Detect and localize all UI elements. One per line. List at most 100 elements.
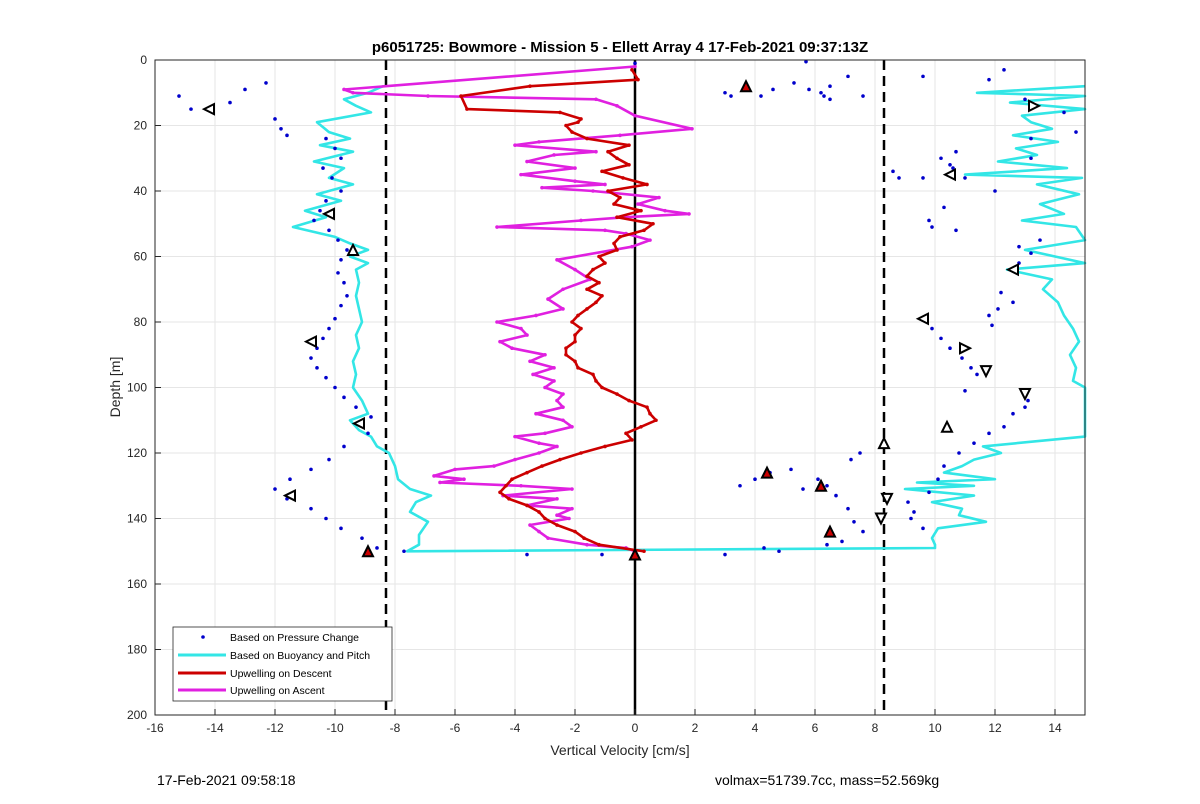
data-point-descent: [606, 189, 610, 193]
data-point-pressure: [723, 90, 727, 95]
data-point-ascent: [663, 208, 667, 213]
data-point-pressure: [315, 366, 319, 370]
data-point-pressure: [327, 326, 331, 331]
reference-lines: [384, 60, 886, 715]
data-point-descent: [507, 497, 511, 501]
data-point-pressure: [789, 467, 793, 472]
triangle-up-filled-marker: [814, 478, 828, 492]
axis-ticks: -16 -14 -12 -10 -8 -6 -4 -2 0 2 4 6 8 10 12 14020406080…: [127, 53, 1062, 735]
y-tick-label: 20: [134, 119, 148, 133]
x-axis-label: Vertical Velocity [cm/s]: [550, 742, 689, 758]
series-line-descent: [459, 69, 658, 553]
data-point-ascent: [537, 529, 541, 534]
data-point-pressure: [354, 405, 358, 409]
data-point-ascent: [690, 126, 694, 131]
y-tick-label: 120: [127, 446, 147, 460]
data-point-pressure: [849, 457, 853, 462]
data-point-ascent: [534, 411, 538, 416]
data-point-pressure: [633, 61, 637, 66]
data-point-descent: [618, 195, 622, 200]
data-point-ascent: [537, 441, 541, 445]
data-point-pressure: [228, 100, 232, 105]
data-point-pressure: [891, 169, 895, 174]
y-tick-label: 180: [127, 643, 147, 657]
data-point-pressure: [828, 97, 832, 102]
data-point-ascent: [519, 326, 523, 331]
data-point-ascent: [594, 149, 598, 154]
data-point-pressure: [330, 176, 334, 180]
data-point-pressure: [912, 510, 916, 514]
data-point-ascent: [537, 451, 541, 455]
data-point-descent: [573, 359, 577, 364]
data-point-pressure: [840, 539, 844, 544]
data-point-pressure: [987, 431, 991, 436]
triangle-left-marker: [942, 168, 956, 182]
data-point-ascent: [543, 385, 547, 390]
y-tick-label: 100: [127, 381, 147, 395]
data-point-pressure: [1023, 97, 1027, 102]
data-point-descent: [603, 261, 607, 265]
data-point-pressure: [963, 388, 967, 393]
x-tick-label: 4: [752, 721, 759, 735]
data-point-descent: [606, 149, 610, 154]
x-tick-label: 2: [692, 721, 699, 735]
data-point-ascent: [570, 506, 574, 511]
legend: Based on Pressure Change Based on Buoyan…: [172, 626, 393, 702]
data-point-pressure: [942, 464, 946, 468]
data-point-pressure: [972, 441, 976, 445]
data-point-pressure: [909, 516, 913, 521]
data-point-pressure: [312, 218, 316, 223]
data-point-pressure: [828, 84, 832, 88]
data-point-descent: [585, 136, 589, 141]
series-layer: [177, 59, 1087, 557]
marker-layer: [201, 78, 1042, 561]
data-point-pressure: [324, 136, 328, 141]
data-point-ascent: [543, 352, 547, 357]
x-tick-label: -10: [326, 721, 344, 735]
legend-swatch-pressure: [201, 635, 205, 639]
data-point-pressure: [807, 87, 811, 92]
data-point-pressure: [333, 146, 337, 151]
data-point-pressure: [342, 444, 346, 449]
data-point-descent: [591, 267, 595, 272]
data-point-pressure: [930, 225, 934, 229]
triangle-up-filled-marker: [760, 465, 774, 479]
data-point-descent: [600, 294, 604, 298]
data-point-descent: [642, 549, 646, 554]
data-point-descent: [558, 457, 562, 462]
data-point-pressure: [600, 552, 604, 557]
data-point-ascent: [561, 287, 565, 292]
data-point-ascent: [630, 244, 634, 249]
data-point-pressure: [822, 94, 826, 98]
data-point-ascent: [555, 444, 559, 449]
triangle-right-marker: [959, 341, 973, 355]
data-point-ascent: [636, 202, 640, 206]
data-point-ascent: [552, 366, 556, 370]
y-tick-label: 200: [127, 708, 147, 722]
data-point-descent: [603, 444, 607, 449]
data-point-descent: [528, 84, 532, 88]
data-point-descent: [504, 483, 508, 488]
triangle-up-filled-marker: [739, 78, 753, 93]
x-tick-label: 8: [872, 721, 879, 735]
triangle-down-marker: [880, 492, 894, 507]
data-point-pressure: [759, 94, 763, 98]
data-point-ascent: [546, 536, 550, 540]
data-point-pressure: [825, 542, 829, 547]
data-point-pressure: [339, 156, 343, 161]
data-point-pressure: [801, 487, 805, 491]
data-point-ascent: [495, 320, 499, 324]
data-point-ascent: [525, 159, 529, 164]
triangle-up-filled-marker: [628, 547, 642, 561]
data-point-ascent: [534, 313, 538, 318]
data-point-pressure: [333, 385, 337, 390]
data-point-descent: [510, 477, 514, 482]
data-point-pressure: [960, 356, 964, 360]
x-tick-label: 12: [988, 721, 1002, 735]
data-point-ascent: [633, 113, 637, 118]
data-point-descent: [621, 176, 625, 180]
data-point-ascent: [687, 212, 691, 216]
data-point-pressure: [321, 166, 325, 170]
data-point-pressure: [1011, 300, 1015, 305]
data-point-descent: [564, 123, 568, 128]
